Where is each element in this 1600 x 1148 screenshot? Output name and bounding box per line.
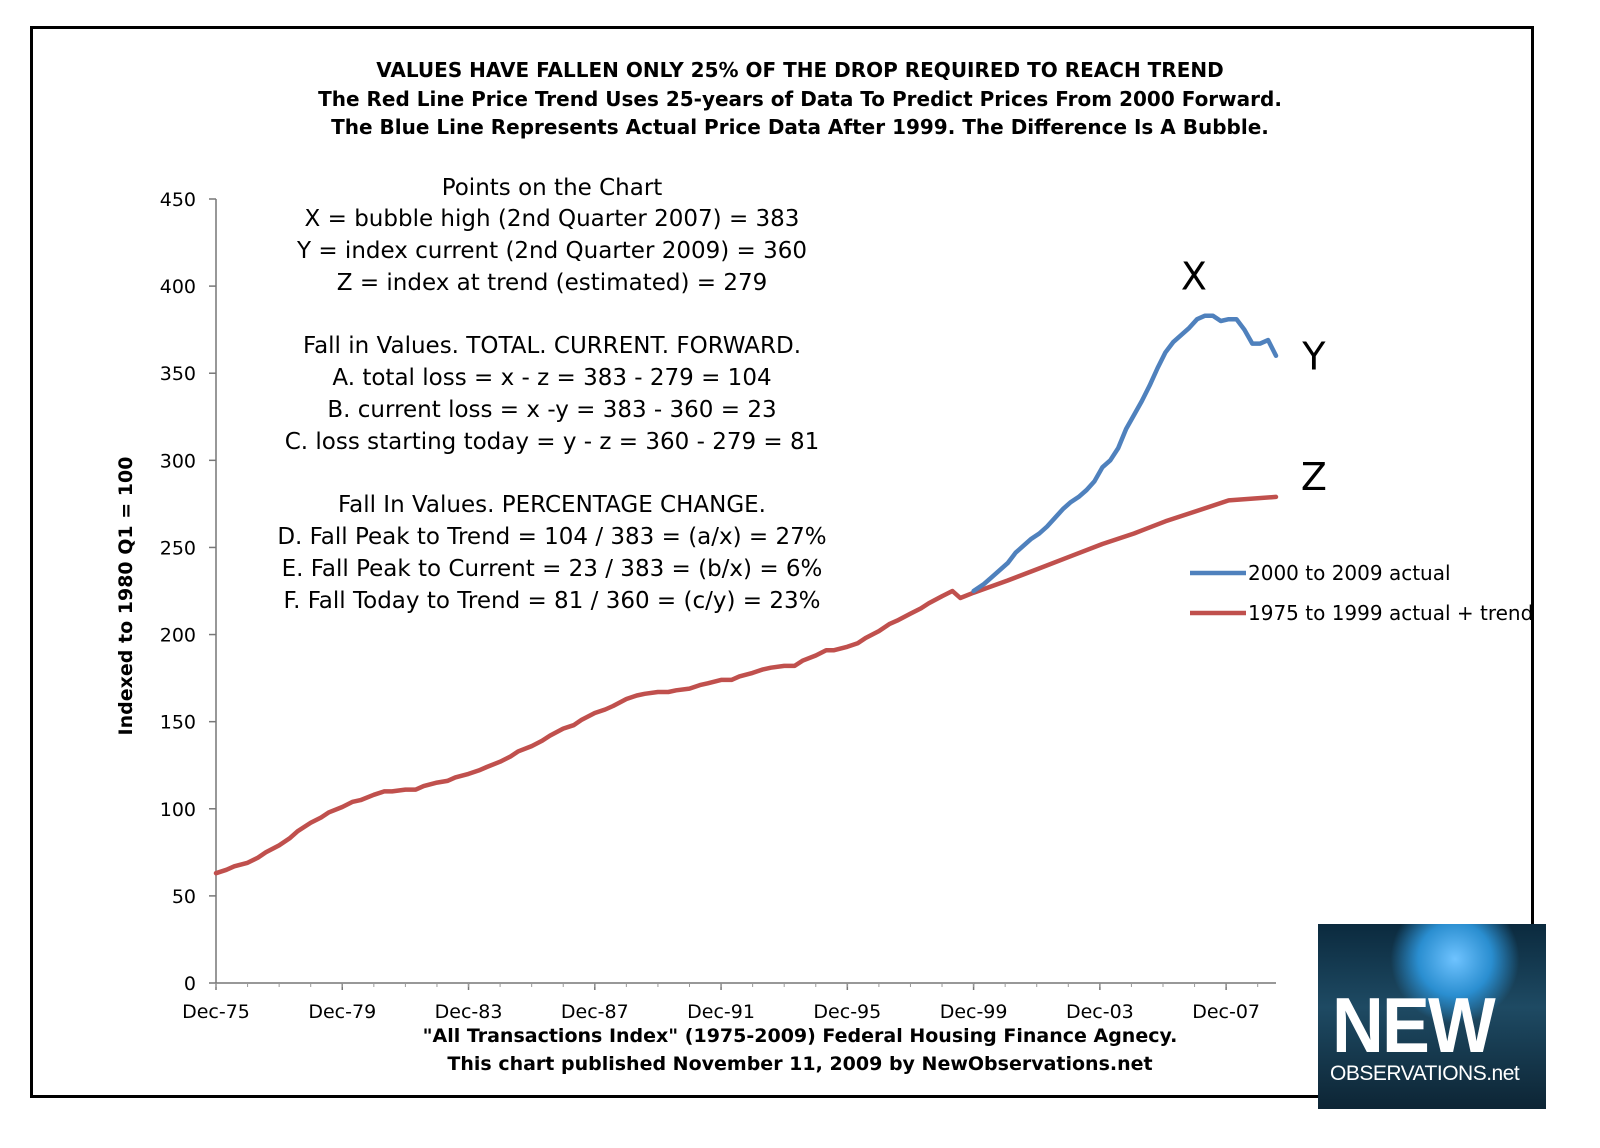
fall-title: Fall in Values. TOTAL. CURRENT. FORWARD. [302, 333, 802, 359]
logo-word: NEW [1332, 981, 1496, 1069]
y-tick-label: 400 [160, 276, 196, 298]
site-logo: NEW OBSERVATIONS.net [1318, 924, 1546, 1109]
x-tick-label: Dec-79 [308, 1001, 376, 1023]
annotation-y: Y [1301, 335, 1326, 379]
y-tick-label: 100 [160, 799, 196, 821]
pct-title: Fall In Values. PERCENTAGE CHANGE. [338, 492, 766, 518]
chart-legend: 2000 to 2009 actual 1975 to 1999 actual +… [1190, 561, 1533, 625]
x-tick-label: Dec-07 [1192, 1001, 1260, 1023]
y-tick-label: 350 [160, 363, 196, 385]
legend-label: 1975 to 1999 actual + trend [1248, 601, 1533, 625]
y-tick-label: 50 [172, 886, 196, 908]
annotation-z: Z [1301, 455, 1327, 499]
pct-e-note: E. Fall Peak to Current = 23 / 383 = (b/… [281, 556, 823, 582]
point-x-note: X = bubble high (2nd Quarter 2007) = 383 [304, 206, 800, 232]
y-tick-label: 250 [160, 537, 196, 559]
pct-d-note: D. Fall Peak to Trend = 104 / 383 = (a/x… [277, 524, 827, 550]
y-axis-label: Indexed to 1980 Q1 = 100 [115, 457, 137, 736]
chart-frame [30, 26, 1534, 1098]
x-tick-label: Dec-91 [687, 1001, 755, 1023]
chart-annotations: X Y Z [1181, 255, 1327, 499]
fall-c-note: C. loss starting today = y - z = 360 - 2… [284, 429, 820, 455]
footer-published: This chart published November 11, 2009 b… [447, 1053, 1153, 1075]
logo-subtext: OBSERVATIONS.net [1330, 1062, 1520, 1085]
y-tick-label: 150 [160, 712, 196, 734]
y-tick-label: 450 [160, 189, 196, 211]
pct-f-note: F. Fall Today to Trend = 81 / 360 = (c/y… [283, 588, 821, 614]
series-line-trend [213, 494, 1279, 876]
y-tick-label: 200 [160, 625, 196, 647]
x-tick-label: Dec-99 [940, 1001, 1008, 1023]
chart-axes: 0 50 100 150 200 250 300 350 400 450 Dec-75 Dec-79 D… [115, 189, 1276, 1023]
logo-sunburst [1390, 924, 1520, 1024]
fall-a-note: A. total loss = x - z = 383 - 279 = 104 [332, 365, 772, 391]
point-z-note: Z = index at trend (estimated) = 279 [336, 270, 768, 296]
series-line-actual [971, 313, 1279, 594]
x-tick-label: Dec-03 [1066, 1001, 1134, 1023]
points-title: Points on the Chart [441, 175, 663, 201]
x-tick-label: Dec-87 [561, 1001, 629, 1023]
chart-subtitle-2: The Blue Line Represents Actual Price Da… [331, 115, 1269, 139]
x-tick-label: Dec-83 [435, 1001, 503, 1023]
legend-label: 2000 to 2009 actual [1248, 561, 1451, 585]
x-tick-label: Dec-95 [813, 1001, 881, 1023]
annotation-x: X [1181, 255, 1207, 299]
chart-subtitle-1: The Red Line Price Trend Uses 25-years o… [318, 87, 1282, 111]
chart-title: VALUES HAVE FALLEN ONLY 25% OF THE DROP … [376, 58, 1224, 82]
fall-b-note: B. current loss = x -y = 383 - 360 = 23 [327, 397, 777, 423]
y-tick-label: 300 [160, 450, 196, 472]
y-tick-label: 0 [184, 973, 196, 995]
chart-series [213, 313, 1279, 876]
footer-source: "All Transactions Index" (1975-2009) Fed… [422, 1025, 1178, 1047]
point-y-note: Y = index current (2nd Quarter 2009) = 3… [296, 238, 808, 264]
x-tick-label: Dec-75 [182, 1001, 250, 1023]
